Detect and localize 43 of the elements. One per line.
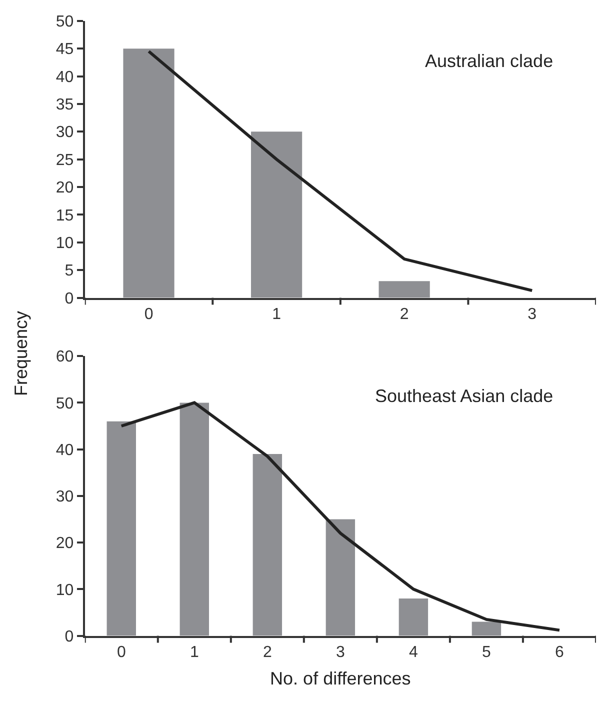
x-tick-label: 0 bbox=[144, 306, 154, 323]
y-tick-label: 10 bbox=[56, 235, 74, 252]
y-tick-label: 20 bbox=[56, 535, 74, 552]
y-tick-label: 30 bbox=[56, 488, 74, 506]
y-tick-label: 40 bbox=[56, 68, 74, 86]
x-tick-label: 1 bbox=[272, 306, 282, 323]
bar bbox=[250, 132, 302, 298]
y-tick-label: 15 bbox=[56, 207, 74, 224]
x-tick-label: 1 bbox=[190, 644, 199, 661]
bar bbox=[180, 402, 209, 636]
x-tick-label: 0 bbox=[116, 644, 126, 661]
annotation: Australian clade bbox=[425, 51, 554, 71]
y-tick-label: 25 bbox=[56, 152, 74, 169]
y-axis-title: Frequency bbox=[11, 310, 32, 396]
y-tick-label: 0 bbox=[64, 628, 74, 646]
y-tick-label: 45 bbox=[56, 41, 74, 58]
bar bbox=[398, 598, 428, 636]
bar bbox=[378, 281, 430, 298]
bar bbox=[123, 48, 174, 298]
x-tick-label: 4 bbox=[408, 644, 418, 661]
y-tick-label: 35 bbox=[56, 96, 74, 114]
bar bbox=[106, 421, 136, 636]
y-tick-label: 50 bbox=[56, 13, 74, 30]
y-tick-label: 5 bbox=[64, 262, 74, 280]
x-tick-label: 3 bbox=[528, 306, 537, 323]
y-tick-label: 20 bbox=[56, 180, 74, 197]
bar bbox=[472, 622, 502, 636]
annotation: Southeast Asian clade bbox=[375, 386, 554, 406]
x-tick-label: 6 bbox=[555, 644, 564, 661]
y-tick-label: 0 bbox=[64, 290, 74, 308]
y-tick-label: 40 bbox=[56, 442, 74, 459]
y-tick-label: 50 bbox=[56, 395, 74, 412]
bar bbox=[252, 454, 282, 636]
x-tick-label: 2 bbox=[262, 644, 272, 661]
x-tick-label: 2 bbox=[400, 306, 409, 323]
y-tick-label: 30 bbox=[56, 124, 74, 142]
x-tick-label: 5 bbox=[482, 644, 492, 661]
bar bbox=[326, 519, 356, 636]
y-tick-label: 60 bbox=[56, 348, 74, 366]
line-series bbox=[120, 401, 561, 632]
x-axis-title: No. of differences bbox=[270, 668, 411, 689]
y-tick-label: 10 bbox=[56, 582, 74, 599]
x-tick-label: 3 bbox=[336, 644, 345, 661]
